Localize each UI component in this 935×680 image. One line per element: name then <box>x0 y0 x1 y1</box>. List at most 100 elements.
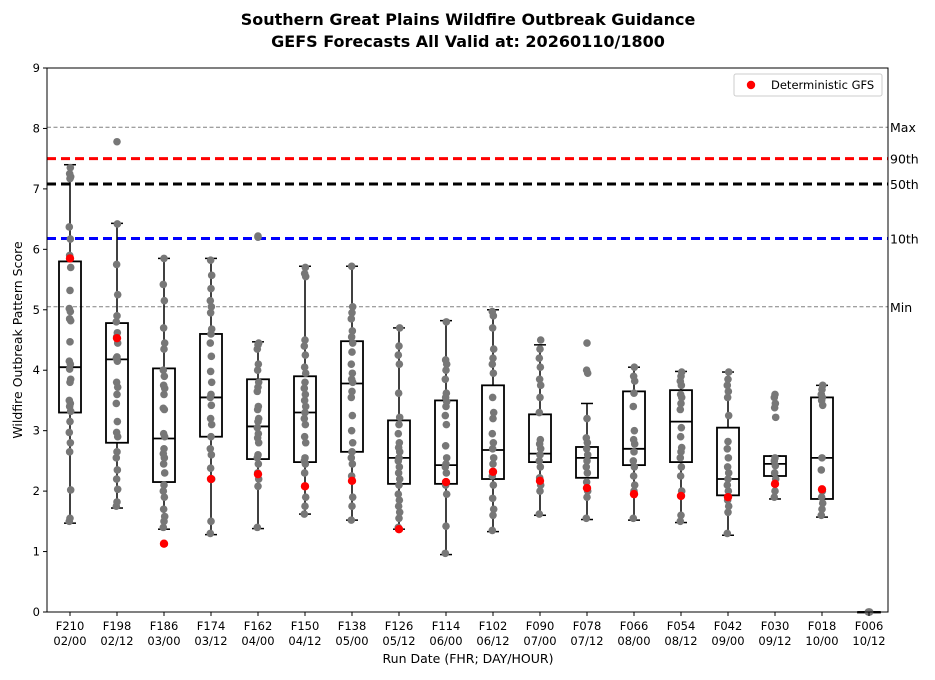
member-point <box>347 315 356 323</box>
member-point <box>300 432 309 441</box>
member-point <box>676 517 685 526</box>
member-point <box>159 429 168 438</box>
x-tick-label-fhr: F042 <box>714 619 743 633</box>
member-point <box>677 399 685 408</box>
member-point <box>676 472 685 480</box>
member-point <box>300 269 309 278</box>
member-point <box>630 389 638 397</box>
member-point <box>65 357 74 365</box>
member-point <box>159 280 168 289</box>
member-point <box>206 414 215 423</box>
member-point <box>301 263 310 272</box>
ensemble-members <box>65 137 874 616</box>
member-point <box>159 523 168 532</box>
member-point <box>206 529 215 538</box>
member-point <box>441 441 450 450</box>
member-point <box>66 486 75 494</box>
deterministic-gfs-point <box>300 482 310 491</box>
member-point <box>301 351 310 359</box>
member-point <box>348 348 356 356</box>
member-point <box>488 393 497 402</box>
member-point <box>394 490 403 498</box>
x-tick-label-fhr: F114 <box>432 619 461 633</box>
x-tick-label-run: 09/12 <box>758 634 791 648</box>
member-point <box>489 460 497 468</box>
deterministic-gfs-point <box>488 467 498 476</box>
x-tick-label-fhr: F174 <box>197 619 226 633</box>
member-point <box>583 457 591 465</box>
member-point <box>676 405 685 414</box>
member-point <box>159 404 168 413</box>
x-tick-label-run: 05/12 <box>382 634 415 648</box>
member-point <box>629 435 638 444</box>
member-point <box>629 402 638 411</box>
member-point <box>301 390 310 399</box>
member-point <box>489 408 498 417</box>
plot-frame <box>46 67 889 613</box>
member-point <box>254 451 262 459</box>
member-point <box>394 351 403 359</box>
member-point <box>254 339 263 347</box>
member-point <box>65 428 74 437</box>
x-tick-label-run: 10/12 <box>852 634 885 648</box>
reference-lines <box>47 126 888 308</box>
outlier-point <box>113 137 121 146</box>
x-tick-label-run: 08/00 <box>617 634 650 648</box>
y-tick-label: 8 <box>33 121 40 135</box>
deterministic-gfs-point <box>723 492 733 502</box>
member-point <box>535 375 544 384</box>
member-point <box>300 342 309 350</box>
member-point <box>582 463 591 471</box>
outlier-point <box>254 232 262 240</box>
member-point <box>489 369 498 378</box>
member-point <box>112 475 121 483</box>
member-point <box>348 387 356 396</box>
member-point <box>441 549 450 558</box>
member-point <box>724 502 733 511</box>
member-point <box>347 262 356 271</box>
y-axis: 0 1 2 3 4 5 6 7 8 9 <box>33 61 47 619</box>
member-point <box>113 448 121 456</box>
member-point <box>442 366 450 375</box>
member-point <box>65 169 74 178</box>
member-point <box>113 498 121 506</box>
member-point <box>395 496 404 504</box>
member-point <box>301 378 309 387</box>
member-point <box>677 368 686 376</box>
member-point <box>489 511 497 520</box>
member-point <box>254 402 263 411</box>
ref-label-min: Min <box>890 300 912 315</box>
chart-title: Southern Great Plains Wildfire Outbreak … <box>241 10 696 29</box>
reference-labels: Max 90th 50th 10th Min <box>890 120 919 315</box>
member-point <box>817 493 826 501</box>
member-point <box>723 481 732 489</box>
member-point <box>441 356 450 364</box>
member-point <box>818 499 827 508</box>
y-tick-label: 4 <box>33 363 40 377</box>
x-tick-label-fhr: F102 <box>479 619 508 633</box>
member-point <box>160 445 168 453</box>
member-point <box>159 324 168 332</box>
ref-label-max: Max <box>890 120 916 135</box>
member-point <box>395 463 404 471</box>
member-point <box>394 429 403 438</box>
member-point <box>348 493 357 501</box>
member-point <box>254 482 262 491</box>
member-point <box>348 448 356 456</box>
member-point <box>442 389 451 397</box>
x-tick-label-run: 05/00 <box>335 634 368 648</box>
member-point <box>442 454 451 462</box>
member-point <box>347 333 356 341</box>
legend-frame <box>733 73 883 97</box>
ref-label-10th: 10th <box>890 231 919 246</box>
member-point <box>253 523 262 532</box>
member-point <box>488 494 497 503</box>
member-point <box>207 451 216 459</box>
member-point <box>677 443 686 452</box>
member-point <box>159 366 168 375</box>
member-point <box>582 445 591 453</box>
member-point <box>206 296 215 305</box>
member-point <box>300 396 309 405</box>
member-point <box>300 469 309 477</box>
whiskers <box>64 163 875 613</box>
